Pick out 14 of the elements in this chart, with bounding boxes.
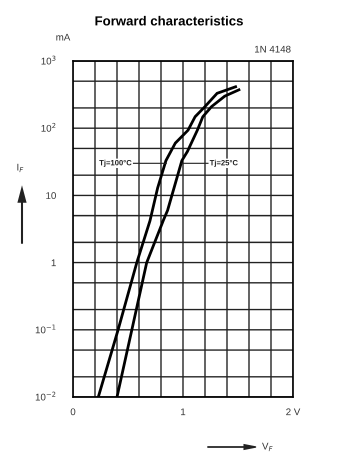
text: mA — [56, 34, 70, 41]
text: 1N 4148 — [254, 46, 291, 53]
y-tick-label: 10$^{2}$ — [42, 122, 56, 132]
y-tick-label: 1 — [52, 259, 56, 266]
x-tick-label: 0 — [70, 408, 76, 416]
y-tick-label: 10$^{−2}$ — [36, 392, 56, 401]
chart-title: Forward characteristics — [95, 16, 243, 26]
y-axis-title: I$_{F}$ — [17, 164, 24, 172]
y-tick-label: 10$^{3}$ — [42, 56, 56, 65]
x-tick-label: 2 V — [286, 408, 300, 416]
y-tick-label: 10 — [46, 192, 56, 200]
x-axis-title: V$_{F}$ — [262, 442, 273, 452]
y-tick-label: 10$^{−1}$ — [36, 324, 56, 334]
x-tick-label: 1 — [181, 408, 186, 416]
